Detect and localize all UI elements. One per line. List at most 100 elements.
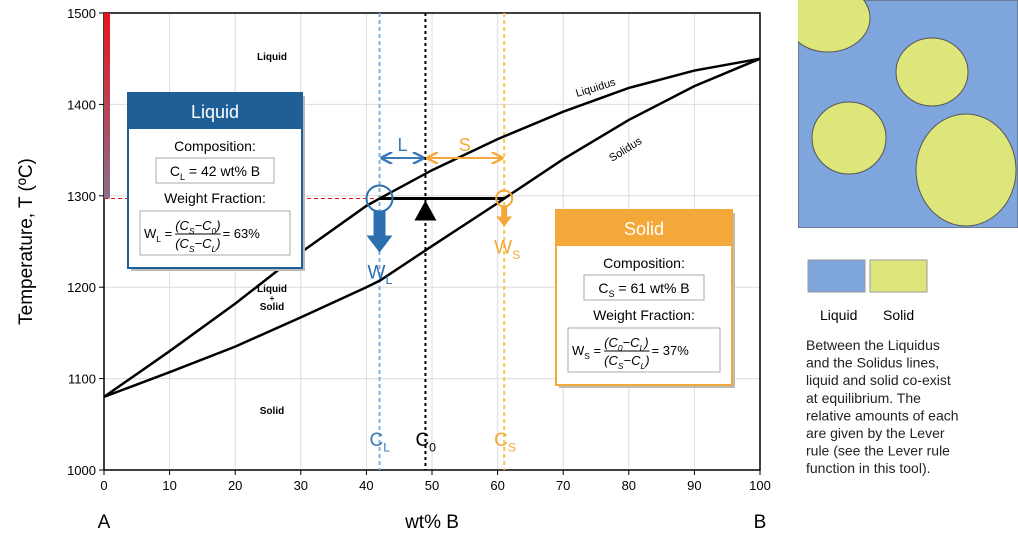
description: function in this tool). xyxy=(806,460,931,476)
fulcrum xyxy=(414,200,437,221)
c0-label: C0 xyxy=(415,430,436,455)
subscript: L xyxy=(640,361,645,371)
x-tick-label: 30 xyxy=(294,478,308,493)
text-part: C xyxy=(415,430,429,451)
end-label: A xyxy=(98,512,111,533)
text-part: −C xyxy=(195,218,213,233)
x-tick-label: 100 xyxy=(749,478,771,493)
x-tick-label: 80 xyxy=(622,478,636,493)
value-box xyxy=(155,157,275,184)
text-part: (C xyxy=(175,218,189,233)
text-part: = 61 wt% B xyxy=(615,280,690,296)
text-part: −C xyxy=(624,353,642,368)
numerator: (C0−CL) xyxy=(604,335,648,353)
description: are given by the Lever xyxy=(806,425,945,441)
subscript: L xyxy=(156,234,161,244)
cl-label: CL xyxy=(370,430,391,455)
region-label: Liquid xyxy=(257,52,287,63)
text-part: = xyxy=(590,343,601,358)
ws-label: WS xyxy=(494,238,520,263)
composition: CL = 42 wt% B xyxy=(170,163,260,182)
subscript: L xyxy=(383,441,390,455)
subscript: S xyxy=(189,244,195,254)
description: liquid and solid co-exist xyxy=(806,372,951,388)
formula-result: = 63% xyxy=(223,226,261,241)
subscript: S xyxy=(512,248,520,262)
numerator: (CS−C0) xyxy=(175,218,220,236)
text-part: = 42 wt% B xyxy=(185,163,260,179)
box-label: Weight Fraction: xyxy=(593,307,695,323)
formula-box xyxy=(139,210,291,256)
subscript: L xyxy=(640,343,645,353)
text-part: ) xyxy=(642,335,648,350)
formula-result: = 37% xyxy=(652,343,690,358)
region-label: Liquid xyxy=(257,284,287,295)
x-tick-label: 70 xyxy=(556,478,570,493)
text-part: W xyxy=(494,238,512,259)
legend-label: Liquid xyxy=(820,307,857,323)
text-part: (C xyxy=(604,335,618,350)
composition: CS = 61 wt% B xyxy=(598,280,689,299)
region-label: Solid xyxy=(260,406,284,417)
text-part: (C xyxy=(604,353,618,368)
x-tick-label: 20 xyxy=(228,478,242,493)
text-part: W xyxy=(368,263,386,284)
text-part: C xyxy=(494,430,508,451)
grain xyxy=(798,0,871,53)
subscript: S xyxy=(608,289,614,299)
micrograph xyxy=(798,0,1018,228)
legend-swatch xyxy=(807,259,866,293)
text-part: ) xyxy=(214,218,220,233)
text-part: C xyxy=(598,280,608,296)
subscript: S xyxy=(189,226,195,236)
box-label: Composition: xyxy=(174,138,256,154)
text-part: −C xyxy=(623,335,641,350)
wl-label: WL xyxy=(368,263,393,288)
grain xyxy=(915,113,1017,227)
end-label: B xyxy=(754,512,767,533)
text-part: ) xyxy=(214,236,220,251)
curve xyxy=(103,57,761,398)
subscript: S xyxy=(584,351,590,361)
cs-label: CS xyxy=(494,430,516,455)
subscript: 0 xyxy=(429,441,436,455)
plot-frame xyxy=(103,12,761,471)
x-tick-label: 10 xyxy=(162,478,176,493)
description: and the Solidus lines, xyxy=(806,355,939,371)
curve-label: Liquidus xyxy=(574,76,617,100)
formula-lhs: WL = xyxy=(144,226,172,244)
y-tick-label: 1300 xyxy=(67,189,96,204)
y-tick-label: 1500 xyxy=(67,6,96,21)
curve-label: Solidus xyxy=(607,135,644,165)
grain xyxy=(895,37,969,107)
grain xyxy=(811,101,887,175)
box-label: Composition: xyxy=(603,255,685,271)
formula-lhs: WS = xyxy=(572,343,601,361)
x-axis-label: wt% B xyxy=(404,512,459,533)
wl-arrow xyxy=(366,211,393,253)
text-part: C xyxy=(170,163,180,179)
x-tick-label: 90 xyxy=(687,478,701,493)
text-part: ) xyxy=(643,353,649,368)
description: relative amounts of each xyxy=(806,407,959,423)
denominator: (CS−CL) xyxy=(175,236,220,254)
x-tick-label: 40 xyxy=(359,478,373,493)
formula-box xyxy=(567,327,721,373)
box-header xyxy=(128,93,302,129)
text-part: −C xyxy=(195,236,213,251)
region-label: + xyxy=(270,294,275,303)
denominator: (CS−CL) xyxy=(604,353,649,371)
x-tick-label: 0 xyxy=(100,478,107,493)
subscript: 0 xyxy=(618,343,623,353)
text-part: = xyxy=(161,226,172,241)
subscript: S xyxy=(508,441,516,455)
s-label: S xyxy=(459,135,471,155)
ws-arrow xyxy=(496,206,513,227)
curve xyxy=(103,57,761,399)
subscript: 0 xyxy=(212,226,217,236)
box-label: Weight Fraction: xyxy=(164,190,266,206)
y-tick-label: 1000 xyxy=(67,463,96,478)
box-title: Solid xyxy=(624,219,664,239)
description: Between the Liquidus xyxy=(806,337,940,353)
